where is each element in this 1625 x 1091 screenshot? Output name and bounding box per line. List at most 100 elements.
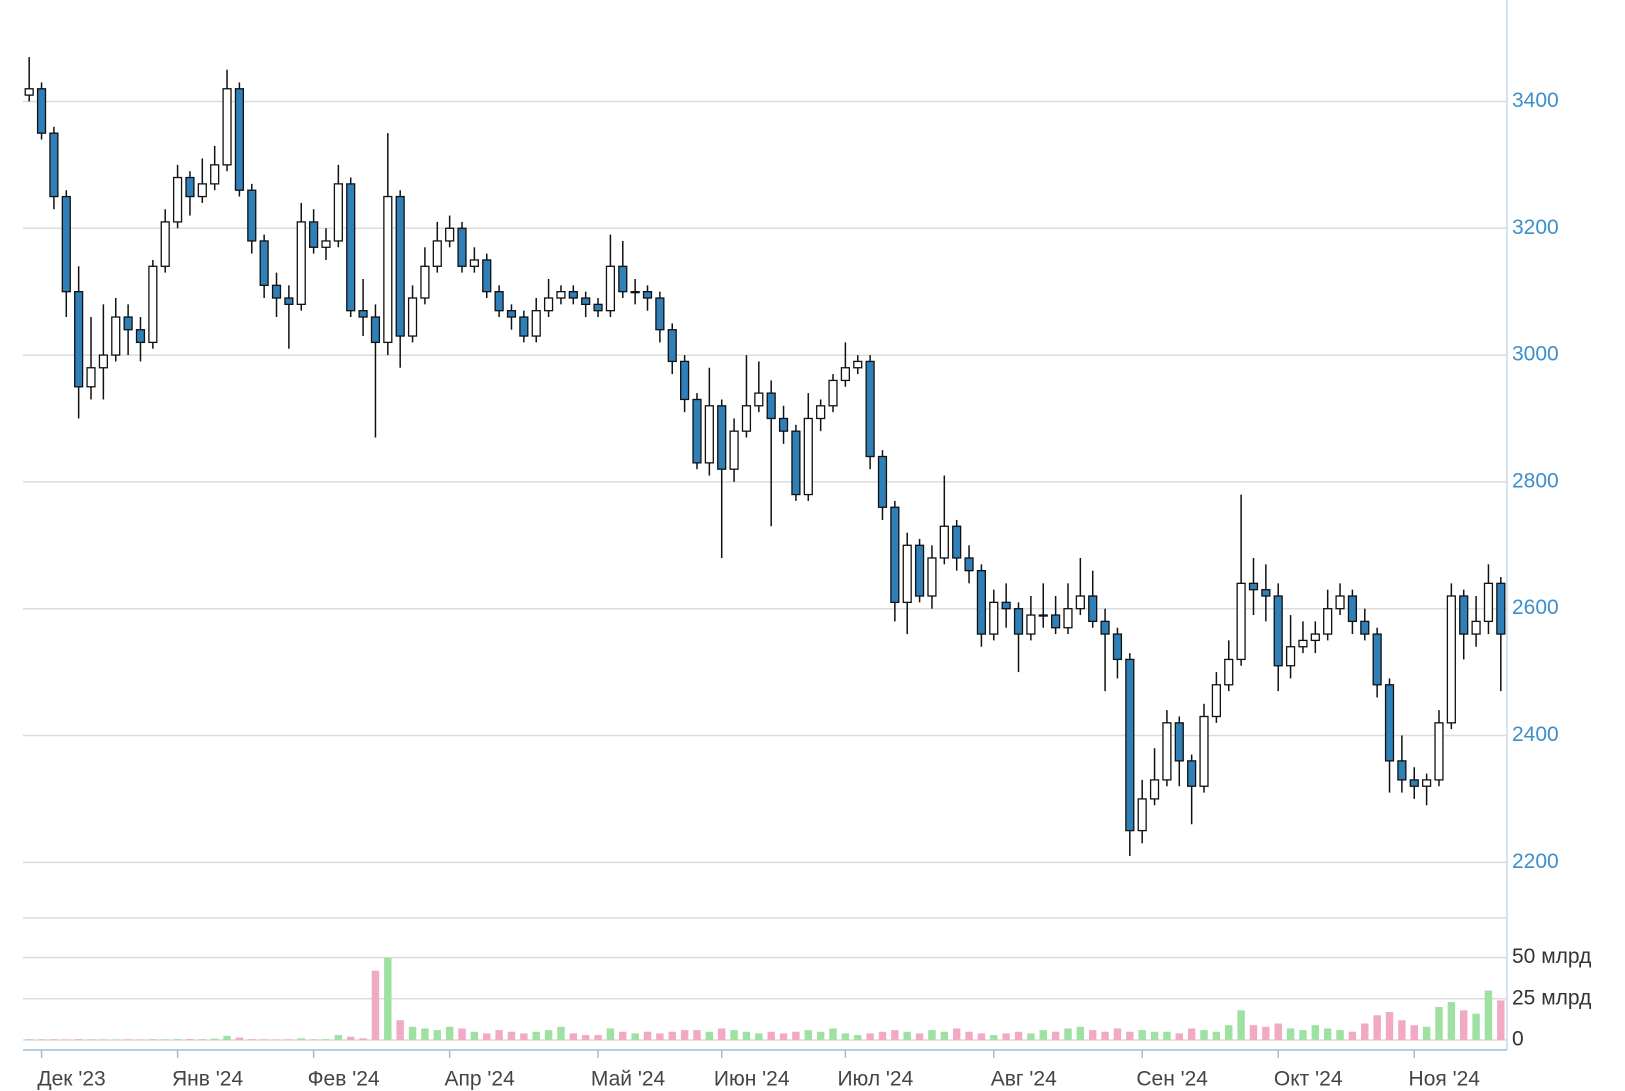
- candle-body: [346, 183, 356, 312]
- candle-body: [1199, 715, 1209, 787]
- candle-body: [395, 195, 405, 337]
- x-tick-label: Ноя '24: [1409, 1068, 1481, 1091]
- volume-bar: [173, 1039, 182, 1040]
- volume-bar: [1361, 1023, 1369, 1040]
- volume-bar: [952, 1028, 961, 1040]
- volume-bar: [210, 1038, 219, 1040]
- candle-body: [1298, 639, 1308, 648]
- y-tick-label: 2200: [1512, 850, 1559, 873]
- volume-bar: [87, 1039, 95, 1040]
- candle-body: [853, 360, 863, 369]
- volume-bar: [668, 1031, 676, 1040]
- volume-bar: [384, 957, 392, 1040]
- candle-body: [840, 367, 850, 382]
- candle-body: [1459, 595, 1469, 635]
- candle-body: [581, 297, 591, 305]
- volume-bar: [25, 1039, 33, 1040]
- volume-bar: [854, 1035, 862, 1040]
- candle-body: [1125, 658, 1135, 832]
- volume-bar: [928, 1030, 936, 1040]
- candle-body: [370, 316, 381, 344]
- candle-body: [1112, 633, 1123, 661]
- candle-body: [1471, 620, 1481, 635]
- candle-body: [766, 392, 776, 420]
- volume-bar: [1089, 1030, 1097, 1040]
- volume-bar: [408, 1026, 417, 1040]
- candle-body: [358, 310, 368, 318]
- volume-bar: [594, 1035, 602, 1040]
- candle-body: [383, 195, 393, 344]
- x-tick-label: Май '24: [591, 1068, 666, 1091]
- candle-body: [432, 240, 442, 267]
- volume-bar: [309, 1039, 318, 1040]
- candle-body: [296, 221, 306, 305]
- volume-bar: [1385, 1011, 1394, 1040]
- volume-bar: [507, 1031, 516, 1040]
- volume-bar: [1051, 1031, 1060, 1040]
- candle-body: [593, 303, 603, 312]
- volume-bar: [693, 1030, 701, 1040]
- candle-body: [902, 544, 912, 604]
- volume-bar: [445, 1026, 454, 1040]
- volume-bar: [458, 1028, 466, 1040]
- volume-bar: [1497, 1000, 1505, 1040]
- volume-bar: [557, 1026, 565, 1040]
- volume-bar: [1249, 1025, 1258, 1040]
- volume-bar: [322, 1039, 330, 1040]
- candle-body: [1310, 633, 1320, 642]
- volume-bar: [1299, 1030, 1307, 1040]
- candle-body: [1051, 614, 1061, 629]
- candle-body: [222, 88, 232, 166]
- candle-body: [457, 227, 467, 267]
- candle-body: [407, 297, 418, 337]
- candle-body: [1038, 614, 1048, 617]
- candle-body: [667, 329, 677, 363]
- volume-bar: [779, 1033, 788, 1040]
- volume-bar: [248, 1039, 256, 1040]
- candle-body: [123, 316, 133, 331]
- candle-body: [333, 183, 343, 242]
- volume-bar: [730, 1030, 738, 1040]
- y-tick-label: 3400: [1512, 89, 1559, 112]
- volume-bar: [74, 1039, 83, 1040]
- volume-bar: [1138, 1030, 1146, 1040]
- candle-body: [1001, 601, 1011, 610]
- candle-body: [1137, 798, 1147, 832]
- volume-bar: [656, 1033, 664, 1040]
- volume-bar: [1126, 1031, 1134, 1040]
- candle-body: [865, 360, 875, 458]
- volume-bar: [532, 1031, 540, 1040]
- candle-body: [680, 360, 690, 401]
- volume-bar: [359, 1038, 367, 1040]
- candle-body: [1372, 633, 1382, 686]
- candle-body: [1422, 779, 1432, 787]
- volume-bar: [792, 1031, 800, 1040]
- candle-body: [506, 310, 517, 318]
- candle-body: [630, 291, 640, 294]
- volume-bar: [841, 1033, 850, 1040]
- volume-bar: [297, 1038, 305, 1040]
- volume-bar: [495, 1030, 503, 1040]
- volume-bar: [1460, 1010, 1468, 1040]
- x-tick-label: Фев '24: [308, 1068, 380, 1091]
- x-tick-label: Сен '24: [1136, 1068, 1208, 1091]
- candle-body: [989, 601, 999, 635]
- volume-bar: [396, 1020, 404, 1040]
- volume-bar: [767, 1031, 775, 1040]
- candle-body: [1162, 722, 1172, 781]
- volume-bar: [581, 1035, 590, 1040]
- candle-body: [1335, 595, 1345, 610]
- volume-bar: [940, 1031, 949, 1040]
- volume-bar: [1410, 1025, 1418, 1040]
- volume-bar: [606, 1028, 615, 1040]
- volume-bar: [161, 1039, 169, 1040]
- candle-body: [531, 310, 541, 337]
- volume-bar: [1447, 1002, 1456, 1040]
- candle-body: [86, 367, 96, 388]
- volume-bar: [1175, 1033, 1183, 1040]
- volume-bar: [1163, 1031, 1171, 1040]
- volume-bar: [569, 1033, 578, 1040]
- candle-body: [964, 557, 974, 572]
- volume-bar: [1064, 1028, 1072, 1040]
